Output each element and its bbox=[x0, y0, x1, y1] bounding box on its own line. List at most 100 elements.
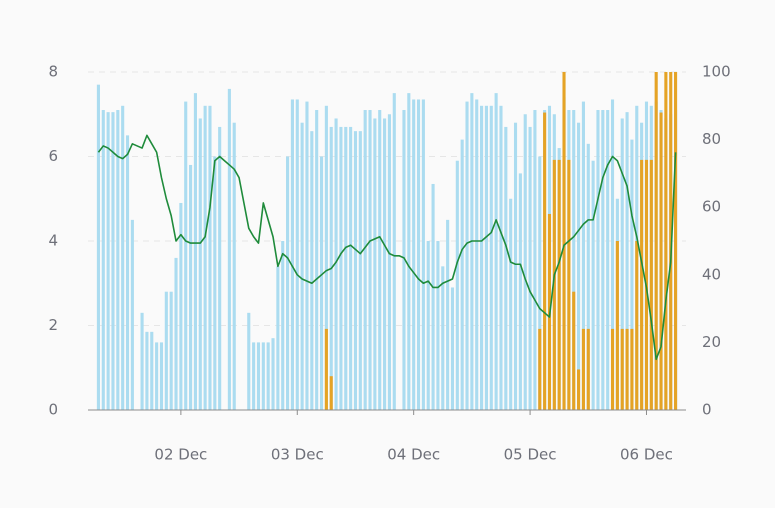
bar bbox=[106, 112, 110, 410]
bar bbox=[256, 342, 261, 410]
bar bbox=[441, 266, 445, 410]
bar bbox=[203, 105, 207, 411]
bar bbox=[213, 156, 217, 410]
bar bbox=[552, 159, 556, 410]
bar bbox=[145, 331, 149, 410]
bar bbox=[509, 198, 513, 410]
bar bbox=[523, 114, 527, 410]
x-tick-label: 04 Dec bbox=[387, 446, 440, 464]
bar bbox=[455, 160, 459, 410]
bar bbox=[572, 110, 576, 411]
bar bbox=[431, 183, 435, 410]
bar bbox=[319, 156, 324, 410]
bar bbox=[586, 328, 590, 410]
line bbox=[97, 134, 677, 361]
bar bbox=[227, 88, 231, 411]
bar bbox=[383, 118, 387, 410]
bar bbox=[494, 93, 498, 410]
bar bbox=[407, 93, 411, 410]
x-tick-label: 03 Dec bbox=[271, 446, 324, 464]
bar bbox=[475, 99, 479, 411]
y-tick-label: 4 bbox=[48, 232, 58, 250]
bar bbox=[116, 110, 120, 411]
bar bbox=[96, 84, 100, 411]
bar bbox=[586, 143, 590, 410]
bar bbox=[581, 328, 585, 410]
bar bbox=[286, 156, 290, 410]
bar bbox=[620, 118, 624, 410]
bar bbox=[329, 376, 333, 410]
bar bbox=[174, 257, 178, 410]
bar bbox=[528, 126, 532, 411]
bar bbox=[111, 112, 115, 410]
bar bbox=[290, 99, 294, 411]
bar bbox=[591, 160, 595, 410]
bar bbox=[164, 291, 168, 410]
bar bbox=[232, 122, 236, 410]
bar bbox=[577, 122, 581, 410]
bar bbox=[513, 122, 518, 410]
bar bbox=[310, 131, 314, 410]
bar bbox=[630, 139, 634, 410]
bar bbox=[504, 126, 508, 411]
bar bbox=[659, 112, 663, 410]
bar bbox=[373, 118, 377, 410]
bar bbox=[184, 101, 188, 410]
bar bbox=[446, 219, 450, 410]
bar bbox=[577, 369, 581, 410]
bar bbox=[460, 139, 464, 410]
y-tick-label: 2 bbox=[48, 316, 58, 334]
y2-tick-label: 0 bbox=[702, 401, 712, 419]
x-tick-label: 06 Dec bbox=[620, 446, 673, 464]
bar bbox=[533, 110, 537, 411]
bar bbox=[557, 159, 561, 410]
y2-tick-label: 40 bbox=[702, 265, 721, 283]
bar bbox=[252, 342, 256, 410]
bar bbox=[489, 105, 493, 411]
bar bbox=[610, 328, 615, 410]
bar bbox=[402, 110, 406, 411]
y2-tick-label: 20 bbox=[702, 333, 721, 351]
bar bbox=[155, 342, 159, 410]
bar bbox=[169, 291, 173, 410]
bar bbox=[610, 99, 615, 411]
bar bbox=[465, 101, 469, 410]
bar bbox=[208, 105, 212, 411]
bar bbox=[543, 112, 547, 410]
bar bbox=[193, 93, 197, 410]
x-tick-label: 02 Dec bbox=[154, 446, 207, 464]
bar bbox=[470, 93, 474, 410]
bar bbox=[426, 241, 430, 410]
bar bbox=[315, 110, 319, 411]
bar bbox=[581, 101, 585, 410]
bar bbox=[664, 72, 668, 410]
bar bbox=[606, 110, 610, 411]
y2-tick-label: 80 bbox=[702, 130, 721, 148]
bar bbox=[198, 118, 202, 410]
bar bbox=[625, 112, 629, 410]
bar bbox=[324, 328, 328, 410]
bar bbox=[596, 110, 600, 411]
bar bbox=[339, 126, 343, 411]
bar bbox=[300, 122, 304, 410]
bar bbox=[635, 241, 639, 410]
bar bbox=[412, 99, 416, 411]
bar bbox=[247, 312, 251, 410]
bar bbox=[276, 266, 280, 410]
bar bbox=[499, 105, 503, 411]
bar bbox=[567, 159, 571, 410]
bar bbox=[189, 164, 193, 410]
x-tick-label: 05 Dec bbox=[504, 446, 557, 464]
bar bbox=[271, 338, 275, 410]
bar bbox=[484, 105, 488, 411]
bar bbox=[450, 287, 455, 410]
bar bbox=[620, 328, 624, 410]
bar bbox=[140, 312, 144, 410]
bar bbox=[378, 110, 382, 411]
bar bbox=[101, 110, 105, 411]
bar bbox=[266, 342, 270, 410]
bar bbox=[654, 72, 658, 410]
bar bbox=[363, 110, 367, 411]
